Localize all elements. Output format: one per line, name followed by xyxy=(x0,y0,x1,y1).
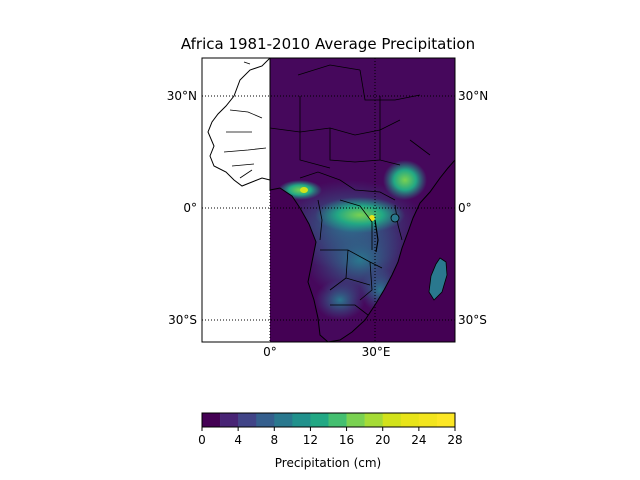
lat-label: 30°N xyxy=(458,89,488,103)
colorbar-segment xyxy=(418,413,438,427)
colorbar-segment xyxy=(382,413,402,427)
map-panel xyxy=(202,58,455,342)
colorbar-segment xyxy=(310,413,329,427)
lat-label: 30°S xyxy=(168,313,197,327)
lat-label: 0° xyxy=(458,201,472,215)
lat-labels-left: 30°N 0° 30°S xyxy=(167,89,197,327)
colorbar-segment xyxy=(292,413,311,427)
colorbar-tick-label: 28 xyxy=(447,433,462,447)
colorbar-tick-label: 12 xyxy=(303,433,318,447)
lon-labels: 0° 30°E xyxy=(263,345,390,359)
colorbar-segment xyxy=(220,413,239,427)
colorbar-segment xyxy=(256,413,275,427)
colorbar-segment xyxy=(364,413,384,427)
colorbar xyxy=(202,413,456,427)
colorbar-segment xyxy=(238,413,257,427)
lat-label: 0° xyxy=(183,201,197,215)
colorbar-tick-label: 24 xyxy=(411,433,426,447)
colorbar-tick-label: 8 xyxy=(270,433,278,447)
lat-label: 30°S xyxy=(458,313,487,327)
colorbar-segment xyxy=(400,413,420,427)
colorbar-tick-label: 16 xyxy=(339,433,354,447)
colorbar-label: Precipitation (cm) xyxy=(275,456,381,470)
lat-label: 30°N xyxy=(167,89,197,103)
colorbar-tick-label: 20 xyxy=(375,433,390,447)
graticule xyxy=(202,58,455,342)
colorbar-tick-label: 0 xyxy=(198,433,206,447)
map-frame xyxy=(201,57,456,343)
colorbar-segment xyxy=(202,413,221,427)
colorbar-segment xyxy=(328,413,347,427)
madagascar xyxy=(428,257,448,301)
lon-label: 30°E xyxy=(362,345,391,359)
lat-labels-right: 30°N 0° 30°S xyxy=(458,89,488,327)
map-title: Africa 1981-2010 Average Precipitation xyxy=(181,35,475,53)
colorbar-segment xyxy=(346,413,365,427)
colorbar-segment xyxy=(274,413,293,427)
colorbar-ticks: 0 4 8 12 16 20 24 28 xyxy=(198,427,463,447)
colorbar-tick-label: 4 xyxy=(234,433,242,447)
colorbar-segment xyxy=(436,413,456,427)
colorbar-frame xyxy=(201,412,456,428)
lon-label: 0° xyxy=(263,345,277,359)
